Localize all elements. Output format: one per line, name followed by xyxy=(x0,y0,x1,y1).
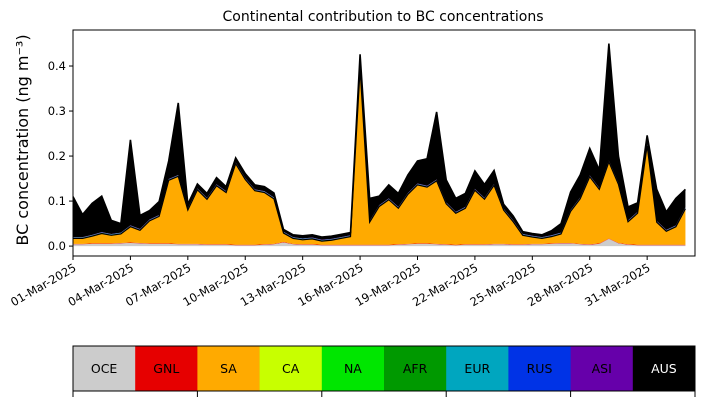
area-sa xyxy=(73,69,686,245)
legend-label-asi: ASI xyxy=(592,361,612,376)
legend-label-rus: RUS xyxy=(527,361,553,376)
legend-label-eur: EUR xyxy=(464,361,490,376)
legend-swatch-rus xyxy=(508,346,572,391)
y-tick-label: 0.1 xyxy=(48,194,66,208)
legend-label-ca: CA xyxy=(282,361,300,376)
y-tick-label: 0.0 xyxy=(48,239,66,253)
legend: OCE GNL SA CA NA AFR EUR RUS ASI AUS xyxy=(72,345,696,397)
area-oce xyxy=(73,238,686,247)
legend-swatch-aus xyxy=(632,346,696,391)
legend-label-gnl: GNL xyxy=(153,361,179,376)
legend-swatch-oce xyxy=(73,346,136,391)
legend-label-oce: OCE xyxy=(91,361,118,376)
y-axis-title: BC concentration (ng m⁻³) xyxy=(13,34,32,245)
legend-swatch-gnl xyxy=(135,346,198,391)
plot-frame xyxy=(72,29,696,257)
x-tick-label: 31-Mar-2025 xyxy=(582,260,652,309)
legend-label-aus: AUS xyxy=(651,361,677,376)
chart-title: Continental contribution to BC concentra… xyxy=(222,9,543,25)
y-axis: 0.0 0.1 0.2 0.3 0.4 xyxy=(48,59,73,253)
total-outline-line xyxy=(72,43,686,238)
y-tick-label: 0.4 xyxy=(48,59,66,73)
sa-edge-line xyxy=(73,69,686,242)
legend-swatch-afr xyxy=(384,346,447,391)
legend-label-afr: AFR xyxy=(403,361,428,376)
x-axis: 01-Mar-202504-Mar-202507-Mar-202510-Mar-… xyxy=(8,256,653,309)
legend-label-sa: SA xyxy=(220,361,237,376)
legend-swatch-eur xyxy=(446,346,509,391)
y-tick-label: 0.3 xyxy=(48,104,66,118)
legend-frame xyxy=(72,345,696,392)
legend-swatch-sa xyxy=(197,346,261,391)
legend-label-na: NA xyxy=(344,361,362,376)
legend-swatch-na xyxy=(321,346,385,391)
stacked-area-series xyxy=(72,43,686,247)
legend-swatch-asi xyxy=(570,346,634,391)
legend-swatch-ca xyxy=(259,346,323,391)
y-tick-label: 0.2 xyxy=(48,149,66,163)
